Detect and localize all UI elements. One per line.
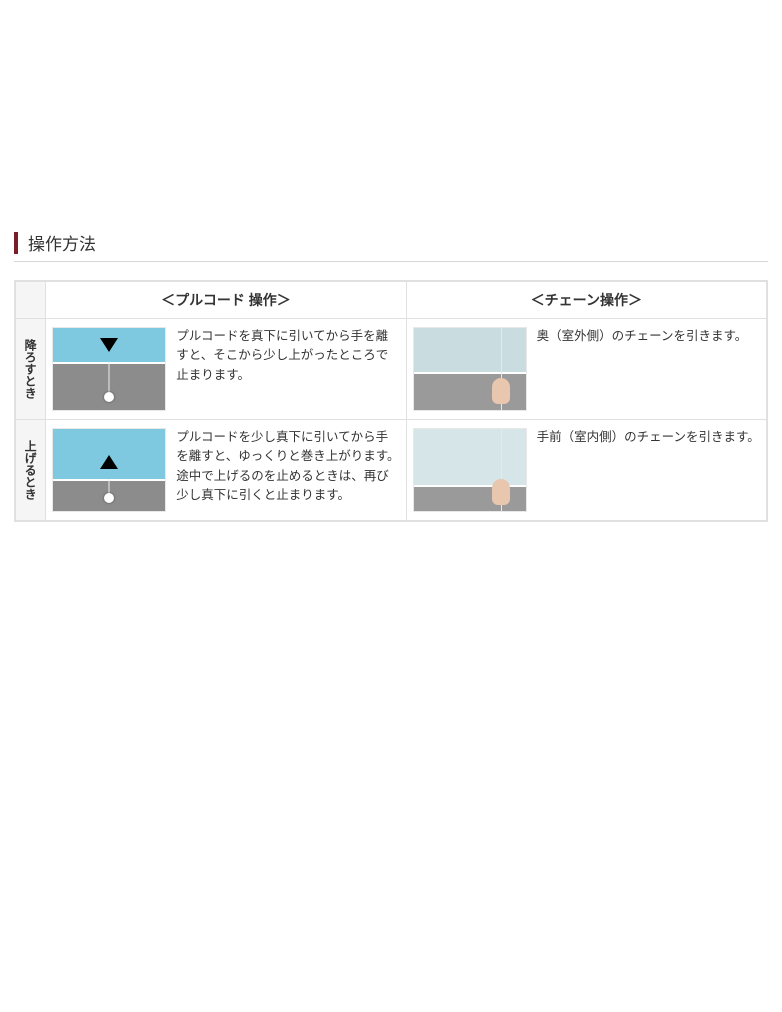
arrow-up-icon bbox=[100, 455, 118, 469]
operation-table-wrap: ＜プルコード 操作＞ ＜チェーン操作＞ 降ろすとき bbox=[14, 280, 768, 522]
hand-icon bbox=[492, 479, 510, 505]
desc-pull-lower: プルコードを真下に引いてから手を離すと、そこから少し上がったところで止まります。 bbox=[176, 327, 399, 411]
thumb-pull-raise bbox=[52, 428, 166, 512]
arrow-down-icon bbox=[100, 338, 118, 352]
table-row: 降ろすとき プルコードを真下に引いてから手を離すと、そこから少し上がったところで… bbox=[16, 319, 767, 420]
desc-pull-raise: プルコードを少し真下に引いてから手を離すと、ゆっくりと巻き上がります。途中で上げ… bbox=[176, 428, 399, 512]
desc-chain-raise: 手前（室内側）のチェーンを引きます。 bbox=[537, 428, 760, 512]
table-row: 上げるとき プルコードを少し真下に引いてから手を離すと、ゆっくりと巻き上がります… bbox=[16, 420, 767, 521]
row-label-lower: 降ろすとき bbox=[16, 319, 46, 420]
table-corner-cell bbox=[16, 282, 46, 319]
pullcord-knob-icon bbox=[104, 493, 114, 503]
header-pullcord: ＜プルコード 操作＞ bbox=[46, 282, 406, 319]
pullcord-knob-icon bbox=[104, 392, 114, 402]
section-title: 操作方法 bbox=[28, 230, 96, 255]
desc-chain-lower: 奥（室外側）のチェーンを引きます。 bbox=[537, 327, 760, 411]
section-accent-bar bbox=[14, 232, 18, 254]
operation-table: ＜プルコード 操作＞ ＜チェーン操作＞ 降ろすとき bbox=[15, 281, 767, 521]
section-header: 操作方法 bbox=[14, 230, 768, 262]
cell-chain-raise: 手前（室内側）のチェーンを引きます。 bbox=[406, 420, 766, 521]
row-label-raise: 上げるとき bbox=[16, 420, 46, 521]
table-header-row: ＜プルコード 操作＞ ＜チェーン操作＞ bbox=[16, 282, 767, 319]
hand-icon bbox=[492, 378, 510, 404]
cell-pull-raise: プルコードを少し真下に引いてから手を離すと、ゆっくりと巻き上がります。途中で上げ… bbox=[46, 420, 406, 521]
cell-chain-lower: 奥（室外側）のチェーンを引きます。 bbox=[406, 319, 766, 420]
thumb-chain-lower bbox=[413, 327, 527, 411]
thumb-chain-raise bbox=[413, 428, 527, 512]
header-chain: ＜チェーン操作＞ bbox=[406, 282, 766, 319]
thumb-pull-lower bbox=[52, 327, 166, 411]
cell-pull-lower: プルコードを真下に引いてから手を離すと、そこから少し上がったところで止まります。 bbox=[46, 319, 406, 420]
